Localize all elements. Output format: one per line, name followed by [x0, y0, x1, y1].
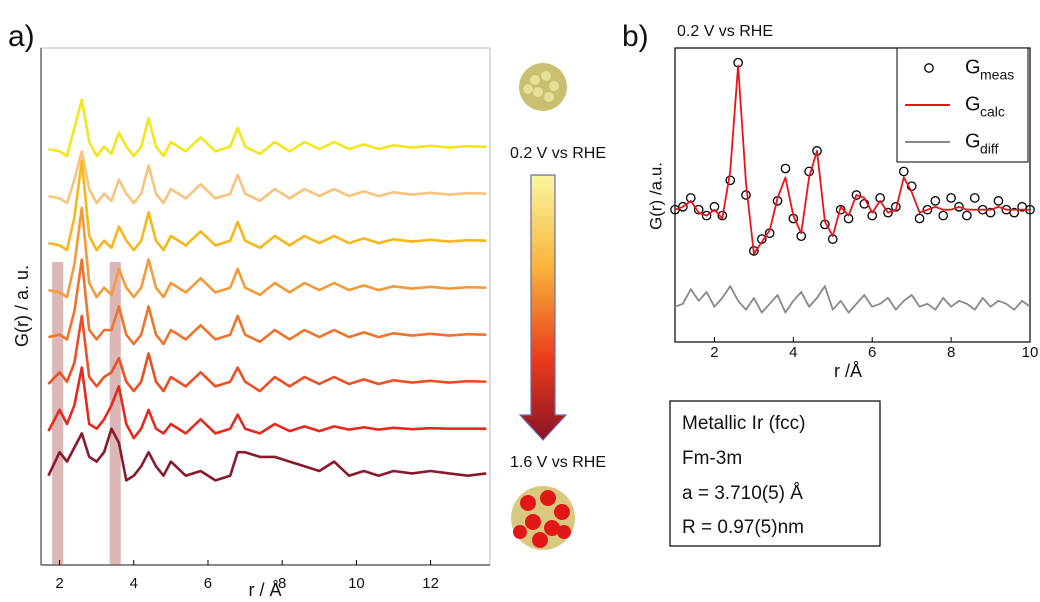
panel-label: a) — [8, 20, 35, 53]
data-point — [780, 163, 791, 174]
data-point — [914, 213, 925, 224]
data-point — [678, 201, 688, 212]
y-axis-label: G(r) / a. u. — [12, 265, 32, 347]
info-line: a = 3.710(5) Å — [682, 483, 803, 504]
nanoparticle-icon — [519, 63, 567, 111]
annotation: 1.6 V vs RHE — [510, 454, 606, 471]
y-axis-label: G(r) /a.u. — [646, 162, 665, 230]
x-tick-label: 12 — [422, 575, 439, 592]
series-line — [47, 427, 487, 482]
data-point — [969, 193, 980, 203]
series-line — [47, 314, 487, 393]
chart-title: 0.2 V vs RHE — [677, 23, 773, 40]
data-point — [946, 193, 956, 203]
legend-label-subscript: meas — [980, 67, 1014, 83]
x-tick-label: 4 — [130, 575, 138, 592]
series-line — [48, 206, 487, 299]
legend-marker — [924, 63, 934, 73]
data-point — [835, 204, 846, 215]
data-point — [1009, 207, 1020, 218]
data-point — [985, 207, 996, 218]
data-point — [993, 196, 1004, 206]
legend-label-subscript: calc — [980, 104, 1005, 120]
series-line — [48, 159, 487, 252]
x-tick-label: 2 — [710, 344, 718, 361]
data-point — [954, 201, 964, 212]
x-tick-label: 6 — [204, 575, 212, 592]
x-axis-label: r /Å — [834, 361, 862, 381]
x-tick-label: 8 — [278, 575, 286, 592]
x-axis-label: r / Å — [248, 580, 281, 600]
annotation: 0.2 V vs RHE — [510, 145, 606, 162]
legend-label-subscript: diff — [980, 141, 999, 157]
legend-label: G — [965, 93, 981, 115]
potential-arrow — [518, 174, 568, 441]
series-line — [48, 150, 487, 205]
plot-frame — [674, 47, 1031, 343]
x-tick-label: 4 — [789, 344, 797, 361]
info-line: Metallic Ir (fcc) — [682, 413, 806, 434]
series-line — [47, 366, 487, 440]
x-tick-label: 6 — [868, 344, 876, 361]
nanoparticle-icon-oxidized — [511, 486, 575, 550]
highlight-band — [109, 262, 121, 565]
data-point — [883, 207, 893, 218]
info-line: R = 0.97(5)nm — [682, 517, 804, 538]
x-tick-label: 10 — [348, 575, 365, 592]
data-point — [741, 190, 751, 200]
data-point — [693, 204, 704, 215]
x-tick-label: 10 — [1022, 344, 1039, 361]
legend-label: G — [965, 130, 981, 152]
series-line — [674, 64, 1030, 255]
x-tick-label: 8 — [947, 344, 955, 361]
series-line — [48, 98, 487, 158]
plot-frame — [40, 47, 491, 566]
data-point — [891, 201, 901, 212]
series-line — [48, 258, 487, 346]
panel-label: b) — [622, 20, 649, 53]
data-point — [717, 210, 728, 221]
info-box — [669, 400, 881, 547]
legend-label: G — [965, 56, 981, 78]
data-point — [851, 190, 862, 200]
data-point — [898, 166, 909, 177]
series-line — [674, 285, 1031, 314]
info-line: Fm-3m — [682, 448, 742, 469]
data-point — [962, 210, 972, 221]
x-tick-label: 2 — [55, 575, 63, 592]
data-point — [701, 210, 712, 221]
data-point — [725, 175, 736, 186]
data-point — [930, 196, 941, 206]
data-point — [922, 204, 933, 215]
data-point — [938, 210, 949, 221]
